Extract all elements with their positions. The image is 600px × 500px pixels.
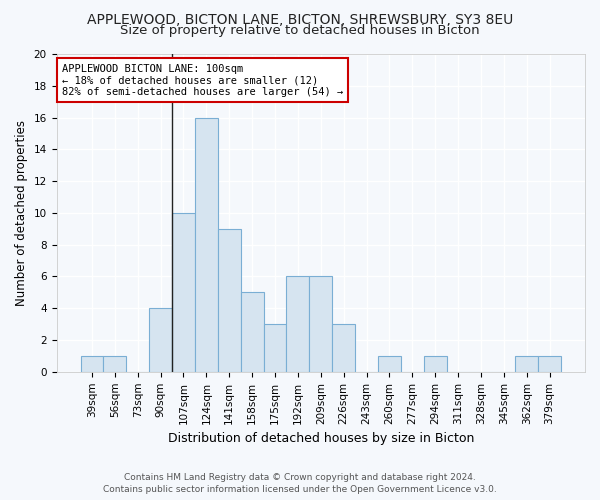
Bar <box>515 356 538 372</box>
Bar <box>538 356 561 372</box>
Text: APPLEWOOD BICTON LANE: 100sqm
← 18% of detached houses are smaller (12)
82% of s: APPLEWOOD BICTON LANE: 100sqm ← 18% of d… <box>62 64 343 96</box>
Bar <box>172 213 195 372</box>
Bar <box>149 308 172 372</box>
Bar <box>286 276 310 372</box>
Bar <box>80 356 103 372</box>
Bar <box>241 292 263 372</box>
X-axis label: Distribution of detached houses by size in Bicton: Distribution of detached houses by size … <box>167 432 474 445</box>
Bar <box>103 356 127 372</box>
Bar <box>378 356 401 372</box>
Bar <box>263 324 286 372</box>
Bar <box>332 324 355 372</box>
Bar <box>218 229 241 372</box>
Bar <box>424 356 446 372</box>
Text: Contains HM Land Registry data © Crown copyright and database right 2024.
Contai: Contains HM Land Registry data © Crown c… <box>103 472 497 494</box>
Bar <box>195 118 218 372</box>
Text: Size of property relative to detached houses in Bicton: Size of property relative to detached ho… <box>120 24 480 37</box>
Bar <box>310 276 332 372</box>
Y-axis label: Number of detached properties: Number of detached properties <box>15 120 28 306</box>
Text: APPLEWOOD, BICTON LANE, BICTON, SHREWSBURY, SY3 8EU: APPLEWOOD, BICTON LANE, BICTON, SHREWSBU… <box>87 12 513 26</box>
